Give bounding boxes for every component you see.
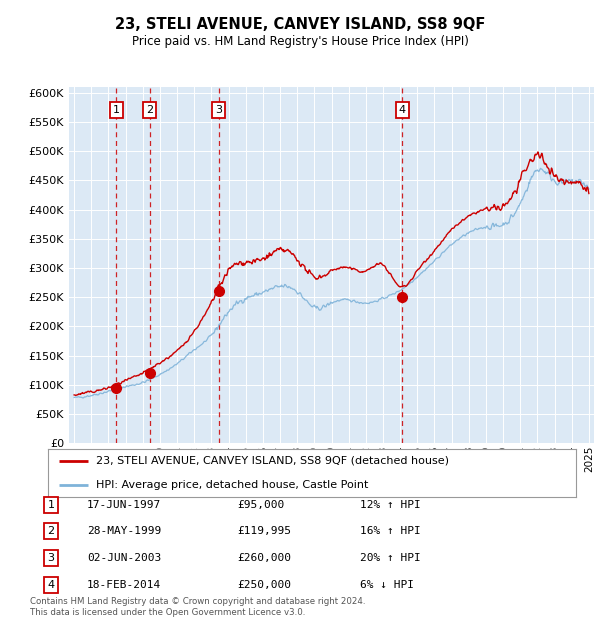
Text: 4: 4	[398, 105, 406, 115]
Text: 1: 1	[47, 500, 55, 510]
Text: 1: 1	[113, 105, 120, 115]
Text: 18-FEB-2014: 18-FEB-2014	[87, 580, 161, 590]
Text: 12% ↑ HPI: 12% ↑ HPI	[360, 500, 421, 510]
Text: £95,000: £95,000	[237, 500, 284, 510]
Text: £250,000: £250,000	[237, 580, 291, 590]
Text: £260,000: £260,000	[237, 553, 291, 563]
Text: 23, STELI AVENUE, CANVEY ISLAND, SS8 9QF (detached house): 23, STELI AVENUE, CANVEY ISLAND, SS8 9QF…	[95, 456, 449, 466]
Text: 23, STELI AVENUE, CANVEY ISLAND, SS8 9QF: 23, STELI AVENUE, CANVEY ISLAND, SS8 9QF	[115, 17, 485, 32]
Text: 2: 2	[146, 105, 154, 115]
Text: Price paid vs. HM Land Registry's House Price Index (HPI): Price paid vs. HM Land Registry's House …	[131, 35, 469, 48]
Text: 20% ↑ HPI: 20% ↑ HPI	[360, 553, 421, 563]
Text: 3: 3	[215, 105, 222, 115]
Text: Contains HM Land Registry data © Crown copyright and database right 2024.
This d: Contains HM Land Registry data © Crown c…	[30, 598, 365, 617]
Text: 3: 3	[47, 553, 55, 563]
Text: 4: 4	[47, 580, 55, 590]
Text: 6% ↓ HPI: 6% ↓ HPI	[360, 580, 414, 590]
Text: 16% ↑ HPI: 16% ↑ HPI	[360, 526, 421, 536]
Text: 28-MAY-1999: 28-MAY-1999	[87, 526, 161, 536]
Text: 17-JUN-1997: 17-JUN-1997	[87, 500, 161, 510]
Text: 02-JUN-2003: 02-JUN-2003	[87, 553, 161, 563]
Text: HPI: Average price, detached house, Castle Point: HPI: Average price, detached house, Cast…	[95, 480, 368, 490]
Text: £119,995: £119,995	[237, 526, 291, 536]
Text: 2: 2	[47, 526, 55, 536]
